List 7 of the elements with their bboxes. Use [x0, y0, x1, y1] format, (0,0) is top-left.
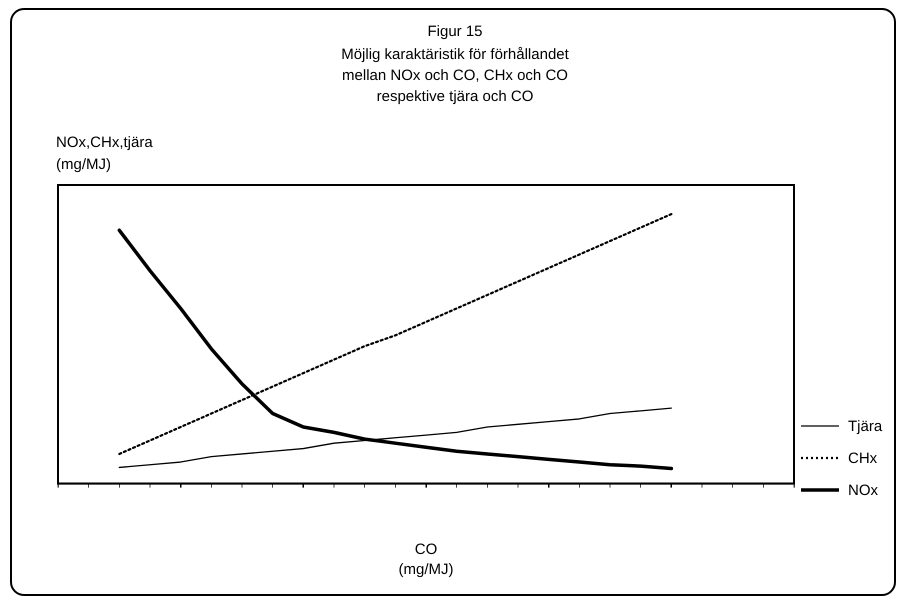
y-axis-title: NOx,CHx,tjära (mg/MJ): [56, 133, 153, 175]
legend-label: CHx: [848, 450, 878, 466]
x-axis-title: CO (mg/MJ): [398, 540, 454, 580]
legend-label: NOx: [848, 482, 878, 498]
chart-subtitle: Möjlig karaktäristik för förhållandet mellan NOx och CO, CHx och CO respektive tjära och CO: [340, 45, 570, 107]
legend-label: Tjära: [848, 418, 882, 434]
chart-title: Figur 15: [426, 22, 484, 42]
